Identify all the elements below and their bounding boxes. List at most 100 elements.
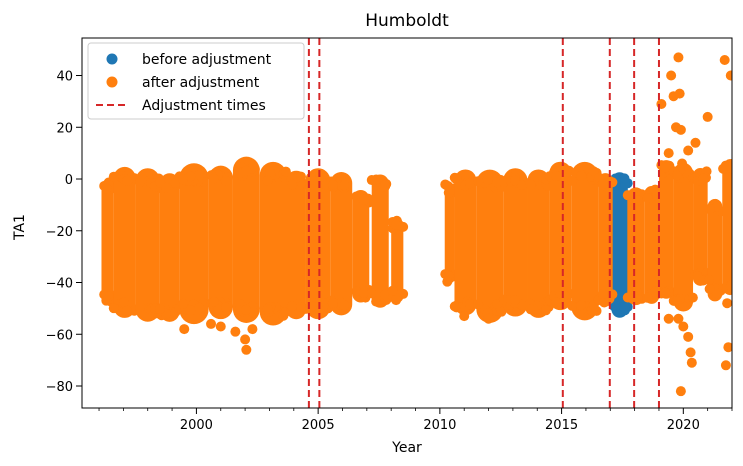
- after-point: [380, 289, 391, 300]
- after-point: [726, 159, 732, 170]
- after-point: [248, 161, 259, 172]
- after-point: [540, 305, 551, 316]
- after-point: [671, 296, 682, 307]
- after-point: [633, 294, 644, 305]
- after-point: [101, 295, 112, 306]
- after-point: [464, 299, 475, 310]
- after-point: [663, 148, 674, 159]
- after-point: [622, 292, 633, 303]
- after-point: [675, 124, 686, 135]
- after-point: [464, 178, 475, 189]
- after-point: [135, 301, 146, 312]
- after-point: [220, 302, 231, 313]
- after-point: [108, 171, 119, 182]
- after-point: [442, 180, 453, 191]
- after-point: [101, 183, 112, 194]
- after-point: [264, 167, 275, 178]
- after-point: [633, 195, 644, 206]
- after-point: [366, 288, 377, 299]
- after-point: [380, 181, 391, 192]
- x-axis-label: Year: [391, 440, 422, 456]
- legend-label: before adjustment: [142, 52, 272, 68]
- after-point: [483, 313, 494, 324]
- after-point: [327, 297, 338, 308]
- after-point: [387, 285, 398, 296]
- after-point: [673, 52, 684, 63]
- after-point: [391, 295, 402, 306]
- after-point: [723, 342, 732, 353]
- adjustment-lines: [307, 38, 660, 408]
- y-axis-label: TA1: [12, 214, 28, 241]
- after-point: [459, 311, 470, 322]
- after-point: [135, 177, 146, 188]
- after-series: [99, 52, 732, 397]
- after-point: [660, 287, 671, 298]
- after-point: [280, 166, 291, 177]
- after-point: [496, 306, 507, 317]
- after-point: [671, 170, 682, 181]
- after-point: [262, 175, 273, 186]
- after-point: [698, 173, 709, 184]
- after-point: [339, 180, 350, 191]
- after-point: [358, 287, 369, 298]
- after-point: [719, 54, 730, 65]
- plot-area: [99, 38, 732, 408]
- after-point: [442, 276, 453, 287]
- after-point: [673, 313, 684, 324]
- after-point: [703, 274, 714, 285]
- after-point: [241, 304, 252, 315]
- after-point: [473, 299, 484, 310]
- after-point: [177, 298, 188, 309]
- before-point: [619, 173, 630, 184]
- after-point: [597, 289, 608, 300]
- after-point: [674, 88, 685, 99]
- after-point: [185, 171, 196, 182]
- after-point: [686, 357, 697, 368]
- after-point: [683, 331, 694, 342]
- after-point: [656, 98, 667, 109]
- axes: 2000 2005 2010 2015 2020 −80 −60 −40 −20 0 20 40: [46, 37, 733, 433]
- after-point: [567, 300, 578, 311]
- after-point: [725, 70, 732, 81]
- x-tick-label: 2015: [545, 418, 578, 433]
- chart-title: Humboldt: [365, 11, 449, 31]
- after-point: [525, 179, 536, 190]
- after-point: [155, 177, 166, 188]
- after-point: [642, 292, 653, 303]
- after-point: [663, 313, 674, 324]
- after-point: [678, 321, 689, 332]
- after-point: [206, 318, 217, 329]
- x-tick-label: 2005: [302, 418, 335, 433]
- after-point: [622, 190, 633, 201]
- y-tick-label: −20: [46, 225, 73, 240]
- after-point: [179, 324, 190, 335]
- after-point: [666, 70, 677, 81]
- after-point: [215, 321, 226, 332]
- legend-box: [87, 42, 305, 120]
- after-point: [509, 175, 520, 186]
- after-point: [391, 219, 402, 230]
- after-point: [525, 304, 536, 315]
- after-point: [208, 296, 219, 307]
- x-tick-label: 2000: [180, 418, 213, 433]
- after-point: [702, 111, 713, 122]
- after-point: [576, 300, 587, 311]
- after-point: [213, 304, 224, 315]
- after-point: [194, 302, 205, 313]
- y-tick-label: 40: [56, 70, 73, 85]
- y-tick-label: 20: [56, 121, 73, 136]
- after-point: [220, 175, 231, 186]
- y-tick-label: −40: [46, 277, 73, 292]
- after-point: [567, 175, 578, 186]
- after-point: [247, 324, 258, 335]
- axes-frame: [81, 37, 733, 409]
- after-point: [287, 179, 298, 190]
- after-point: [208, 173, 219, 184]
- after-point: [296, 301, 307, 312]
- after-point: [287, 301, 298, 312]
- after-point: [366, 175, 377, 186]
- after-point: [687, 292, 698, 303]
- after-point: [339, 300, 350, 311]
- after-point: [122, 175, 133, 186]
